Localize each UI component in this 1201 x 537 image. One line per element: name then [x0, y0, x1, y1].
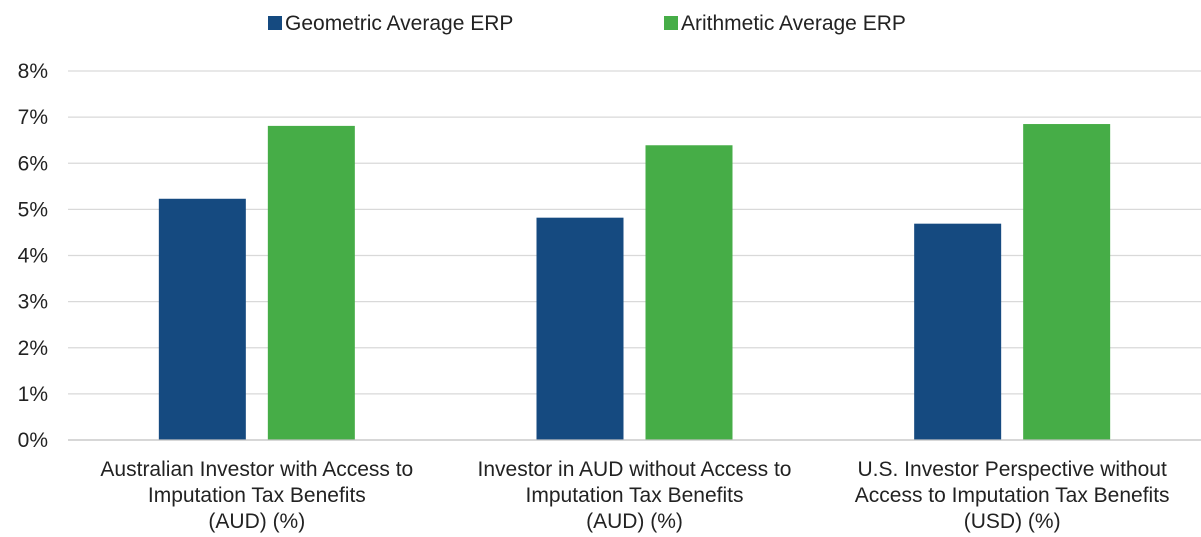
y-tick-label: 5%: [18, 198, 48, 221]
category-label: Investor in AUD without Access to Imputat…: [478, 458, 792, 533]
legend-swatch: [268, 16, 282, 30]
legend-swatch: [664, 16, 678, 30]
y-tick-label: 0%: [18, 429, 48, 452]
bar-arithmetic-2: [645, 145, 733, 441]
bar-arithmetic-1: [267, 125, 355, 441]
y-tick-label: 6%: [18, 152, 48, 175]
bars: [158, 124, 1111, 441]
category-labels: Australian Investor with Access to Imputa…: [100, 458, 1169, 533]
gridlines: [68, 70, 1201, 395]
category-label: U.S. Investor Perspective without Access …: [855, 458, 1170, 533]
y-tick-label: 3%: [18, 291, 48, 314]
category-label: Australian Investor with Access to Imputa…: [100, 458, 413, 533]
legend: Geometric Average ERP Arithmetic Average …: [268, 12, 906, 35]
y-axis-ticks: 0% 1% 2% 3% 4% 5% 6% 7% 8%: [18, 60, 48, 452]
y-tick-label: 8%: [18, 60, 48, 83]
bar-geometric-3: [914, 223, 1002, 440]
y-tick-label: 7%: [18, 106, 48, 129]
y-tick-label: 1%: [18, 383, 48, 406]
y-tick-label: 2%: [18, 337, 48, 360]
legend-label: Arithmetic Average ERP: [681, 12, 906, 35]
y-tick-label: 4%: [18, 245, 48, 268]
bar-geometric-2: [536, 217, 624, 440]
legend-label: Geometric Average ERP: [285, 12, 513, 35]
bar-geometric-1: [158, 198, 246, 440]
bar-arithmetic-3: [1023, 124, 1111, 440]
